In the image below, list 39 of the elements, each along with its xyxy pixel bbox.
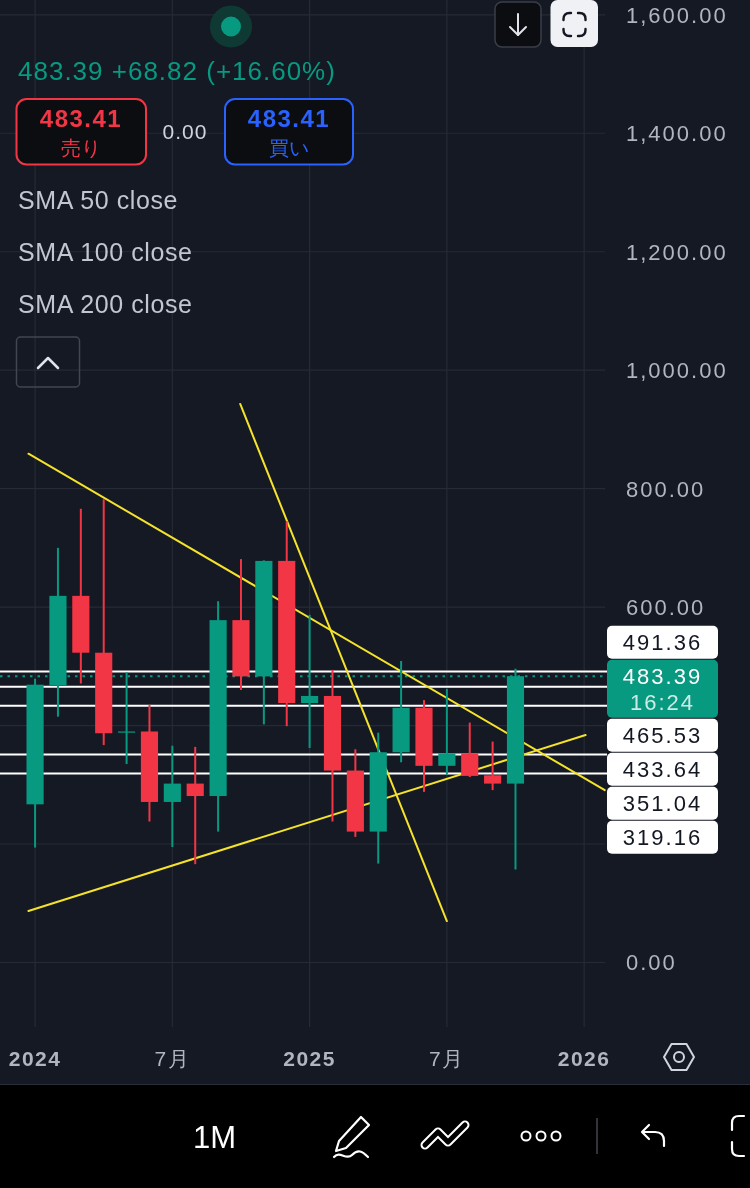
ref-label: 491.36 <box>607 625 718 659</box>
ref-line-label: 433.64 <box>622 757 703 783</box>
annotation: 買い <box>269 137 309 159</box>
y-tick-label: 800.00 <box>626 476 706 502</box>
annotation: SMA 100 close <box>18 238 193 266</box>
annotation: 0.00 <box>162 120 208 143</box>
ref-line-label: 319.16 <box>622 825 703 851</box>
ref-line-label: 491.36 <box>622 630 703 656</box>
y-tick-label: 1,400.00 <box>626 121 728 147</box>
candlestick <box>186 745 204 866</box>
candlestick <box>438 687 456 776</box>
annotation: 483.41 <box>247 105 331 132</box>
ref-line-label: 483.39 16:24 <box>622 664 703 716</box>
candlestick <box>163 744 181 848</box>
ref-label: 351.04 <box>607 786 718 820</box>
x-tick-label: 2025 <box>283 1047 336 1070</box>
y-tick-label: 1,200.00 <box>626 239 728 265</box>
x-tick-label: 2026 <box>557 1047 611 1070</box>
ref-label: 319.16 <box>607 820 718 854</box>
annotation: SMA 200 close <box>18 290 193 318</box>
annotation: SMA 50 close <box>18 186 179 214</box>
x-tick-label: 7月 <box>429 1047 465 1070</box>
x-tick-label: 7月 <box>154 1047 191 1070</box>
ref-label: 465.53 <box>607 718 718 752</box>
annotation: 483.41 <box>39 105 123 132</box>
text: 483.39 +68.82 (+16.60%) <box>18 56 336 86</box>
y-tick-label: 1,600.00 <box>626 2 728 28</box>
y-tick-label: 1,000.00 <box>626 358 728 384</box>
y-tick-label: 0.00 <box>626 950 677 976</box>
candlestick <box>484 740 502 792</box>
ref-line-label: 351.04 <box>622 791 703 817</box>
y-tick-label: 600.00 <box>626 595 706 621</box>
ref-label: 433.64 <box>607 752 718 786</box>
ref-label: 483.39 16:24 <box>607 659 718 718</box>
x-tick-label: 2024 <box>8 1047 62 1070</box>
candlestick <box>461 721 479 779</box>
annotation: 売り <box>61 137 101 159</box>
text: 1M <box>193 1120 237 1155</box>
ref-line-label: 465.53 <box>622 723 703 749</box>
